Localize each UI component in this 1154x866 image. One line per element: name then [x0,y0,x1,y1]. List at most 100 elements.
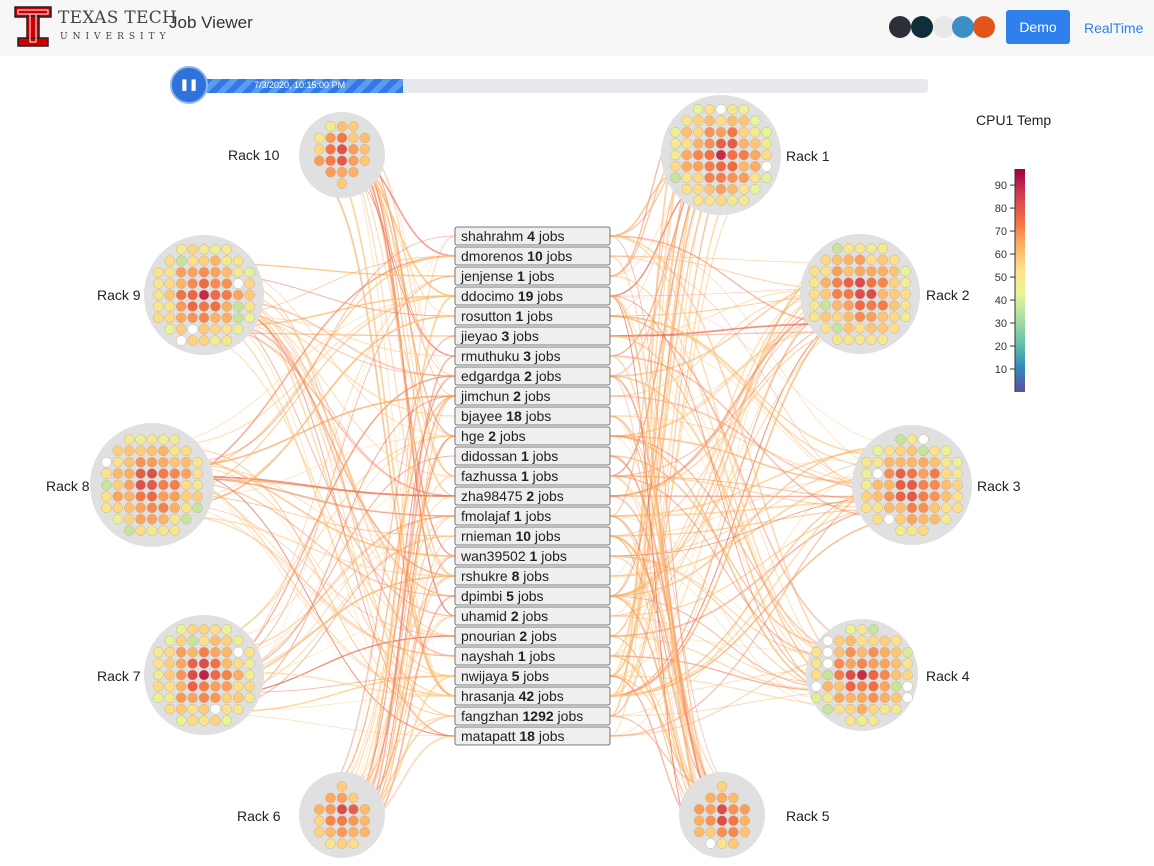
compute-node[interactable] [889,277,900,288]
compute-node[interactable] [101,491,112,502]
compute-node[interactable] [845,647,856,658]
compute-node[interactable] [822,681,833,692]
compute-node[interactable] [670,126,681,138]
user-box[interactable] [454,426,611,446]
compute-node[interactable] [856,715,868,726]
compute-node[interactable] [198,267,210,278]
compute-node[interactable] [164,692,176,703]
compute-node[interactable] [868,704,879,715]
compute-node[interactable] [314,815,325,826]
compute-node[interactable] [314,826,325,838]
compute-node[interactable] [809,300,820,311]
compute-node[interactable] [877,334,888,345]
compute-node[interactable] [906,479,918,491]
compute-node[interactable] [244,681,255,692]
compute-node[interactable] [715,172,727,184]
compute-node[interactable] [164,669,176,681]
compute-node[interactable] [906,502,918,513]
compute-node[interactable] [198,278,210,289]
compute-node[interactable] [834,681,845,692]
compute-node[interactable] [198,635,210,646]
compute-node[interactable] [693,115,704,127]
compute-node[interactable] [952,457,963,468]
compute-node[interactable] [123,479,135,491]
user-box[interactable] [454,306,611,326]
compute-node[interactable] [738,161,749,172]
compute-node[interactable] [359,815,370,826]
compute-node[interactable] [866,288,877,300]
compute-node[interactable] [856,704,868,715]
user-box[interactable] [454,526,611,546]
compute-node[interactable] [187,335,198,346]
compute-node[interactable] [879,635,890,646]
compute-node[interactable] [693,195,704,206]
compute-node[interactable] [811,647,822,658]
compute-node[interactable] [952,468,963,479]
compute-node[interactable] [314,155,325,166]
user-box[interactable] [454,726,611,746]
compute-node[interactable] [164,681,176,692]
compute-node[interactable] [123,525,135,536]
compute-node[interactable] [146,468,158,479]
compute-node[interactable] [856,681,868,692]
compute-node[interactable] [244,278,255,289]
compute-node[interactable] [868,681,879,692]
compute-node[interactable] [244,647,255,658]
compute-node[interactable] [879,647,890,658]
compute-node[interactable] [175,312,187,323]
compute-node[interactable] [739,804,750,815]
user-box[interactable] [454,346,611,366]
compute-node[interactable] [325,121,336,132]
compute-node[interactable] [336,781,348,792]
compute-node[interactable] [941,445,952,456]
compute-node[interactable] [941,457,952,468]
compute-node[interactable] [832,311,843,322]
compute-node[interactable] [900,277,911,288]
compute-node[interactable] [900,300,911,311]
compute-node[interactable] [187,289,198,301]
compute-node[interactable] [112,514,124,525]
compute-node[interactable] [872,457,883,468]
compute-node[interactable] [336,792,348,804]
compute-node[interactable] [750,149,761,161]
compute-node[interactable] [359,155,370,166]
compute-node[interactable] [889,323,900,334]
compute-node[interactable] [221,267,233,278]
rack-10[interactable]: Rack 5 [679,772,830,858]
compute-node[interactable] [868,635,879,646]
user-box[interactable] [454,566,611,586]
compute-node[interactable] [738,183,749,195]
compute-node[interactable] [809,266,820,277]
user-box[interactable] [454,486,611,506]
compute-node[interactable] [153,658,164,669]
pause-button[interactable]: ❚❚ [170,66,208,104]
user-item[interactable]: rnieman 10 jobs [454,526,611,546]
user-item[interactable]: fangzhan 1292 jobs [454,706,611,726]
compute-node[interactable] [811,681,822,692]
compute-node[interactable] [210,692,221,703]
compute-node[interactable] [761,126,772,138]
compute-node[interactable] [843,277,854,288]
compute-node[interactable] [175,681,187,692]
compute-node[interactable] [164,647,176,658]
user-item[interactable]: dmorenos 10 jobs [454,246,611,266]
compute-node[interactable] [192,502,203,513]
compute-node[interactable] [187,635,198,646]
compute-node[interactable] [198,658,210,669]
user-item[interactable]: bjayee 18 jobs [454,406,611,426]
compute-node[interactable] [187,244,198,255]
compute-node[interactable] [715,183,727,195]
compute-node[interactable] [187,255,198,266]
compute-node[interactable] [670,138,681,149]
realtime-link[interactable]: RealTime [1084,20,1144,36]
compute-node[interactable] [866,334,877,345]
compute-node[interactable] [325,792,336,804]
compute-node[interactable] [704,138,715,149]
compute-node[interactable] [891,692,902,703]
compute-node[interactable] [895,525,906,536]
compute-node[interactable] [169,468,181,479]
compute-node[interactable] [727,161,738,172]
compute-node[interactable] [232,289,244,301]
compute-node[interactable] [750,138,761,149]
rack-2[interactable]: Rack 9 [97,235,264,355]
